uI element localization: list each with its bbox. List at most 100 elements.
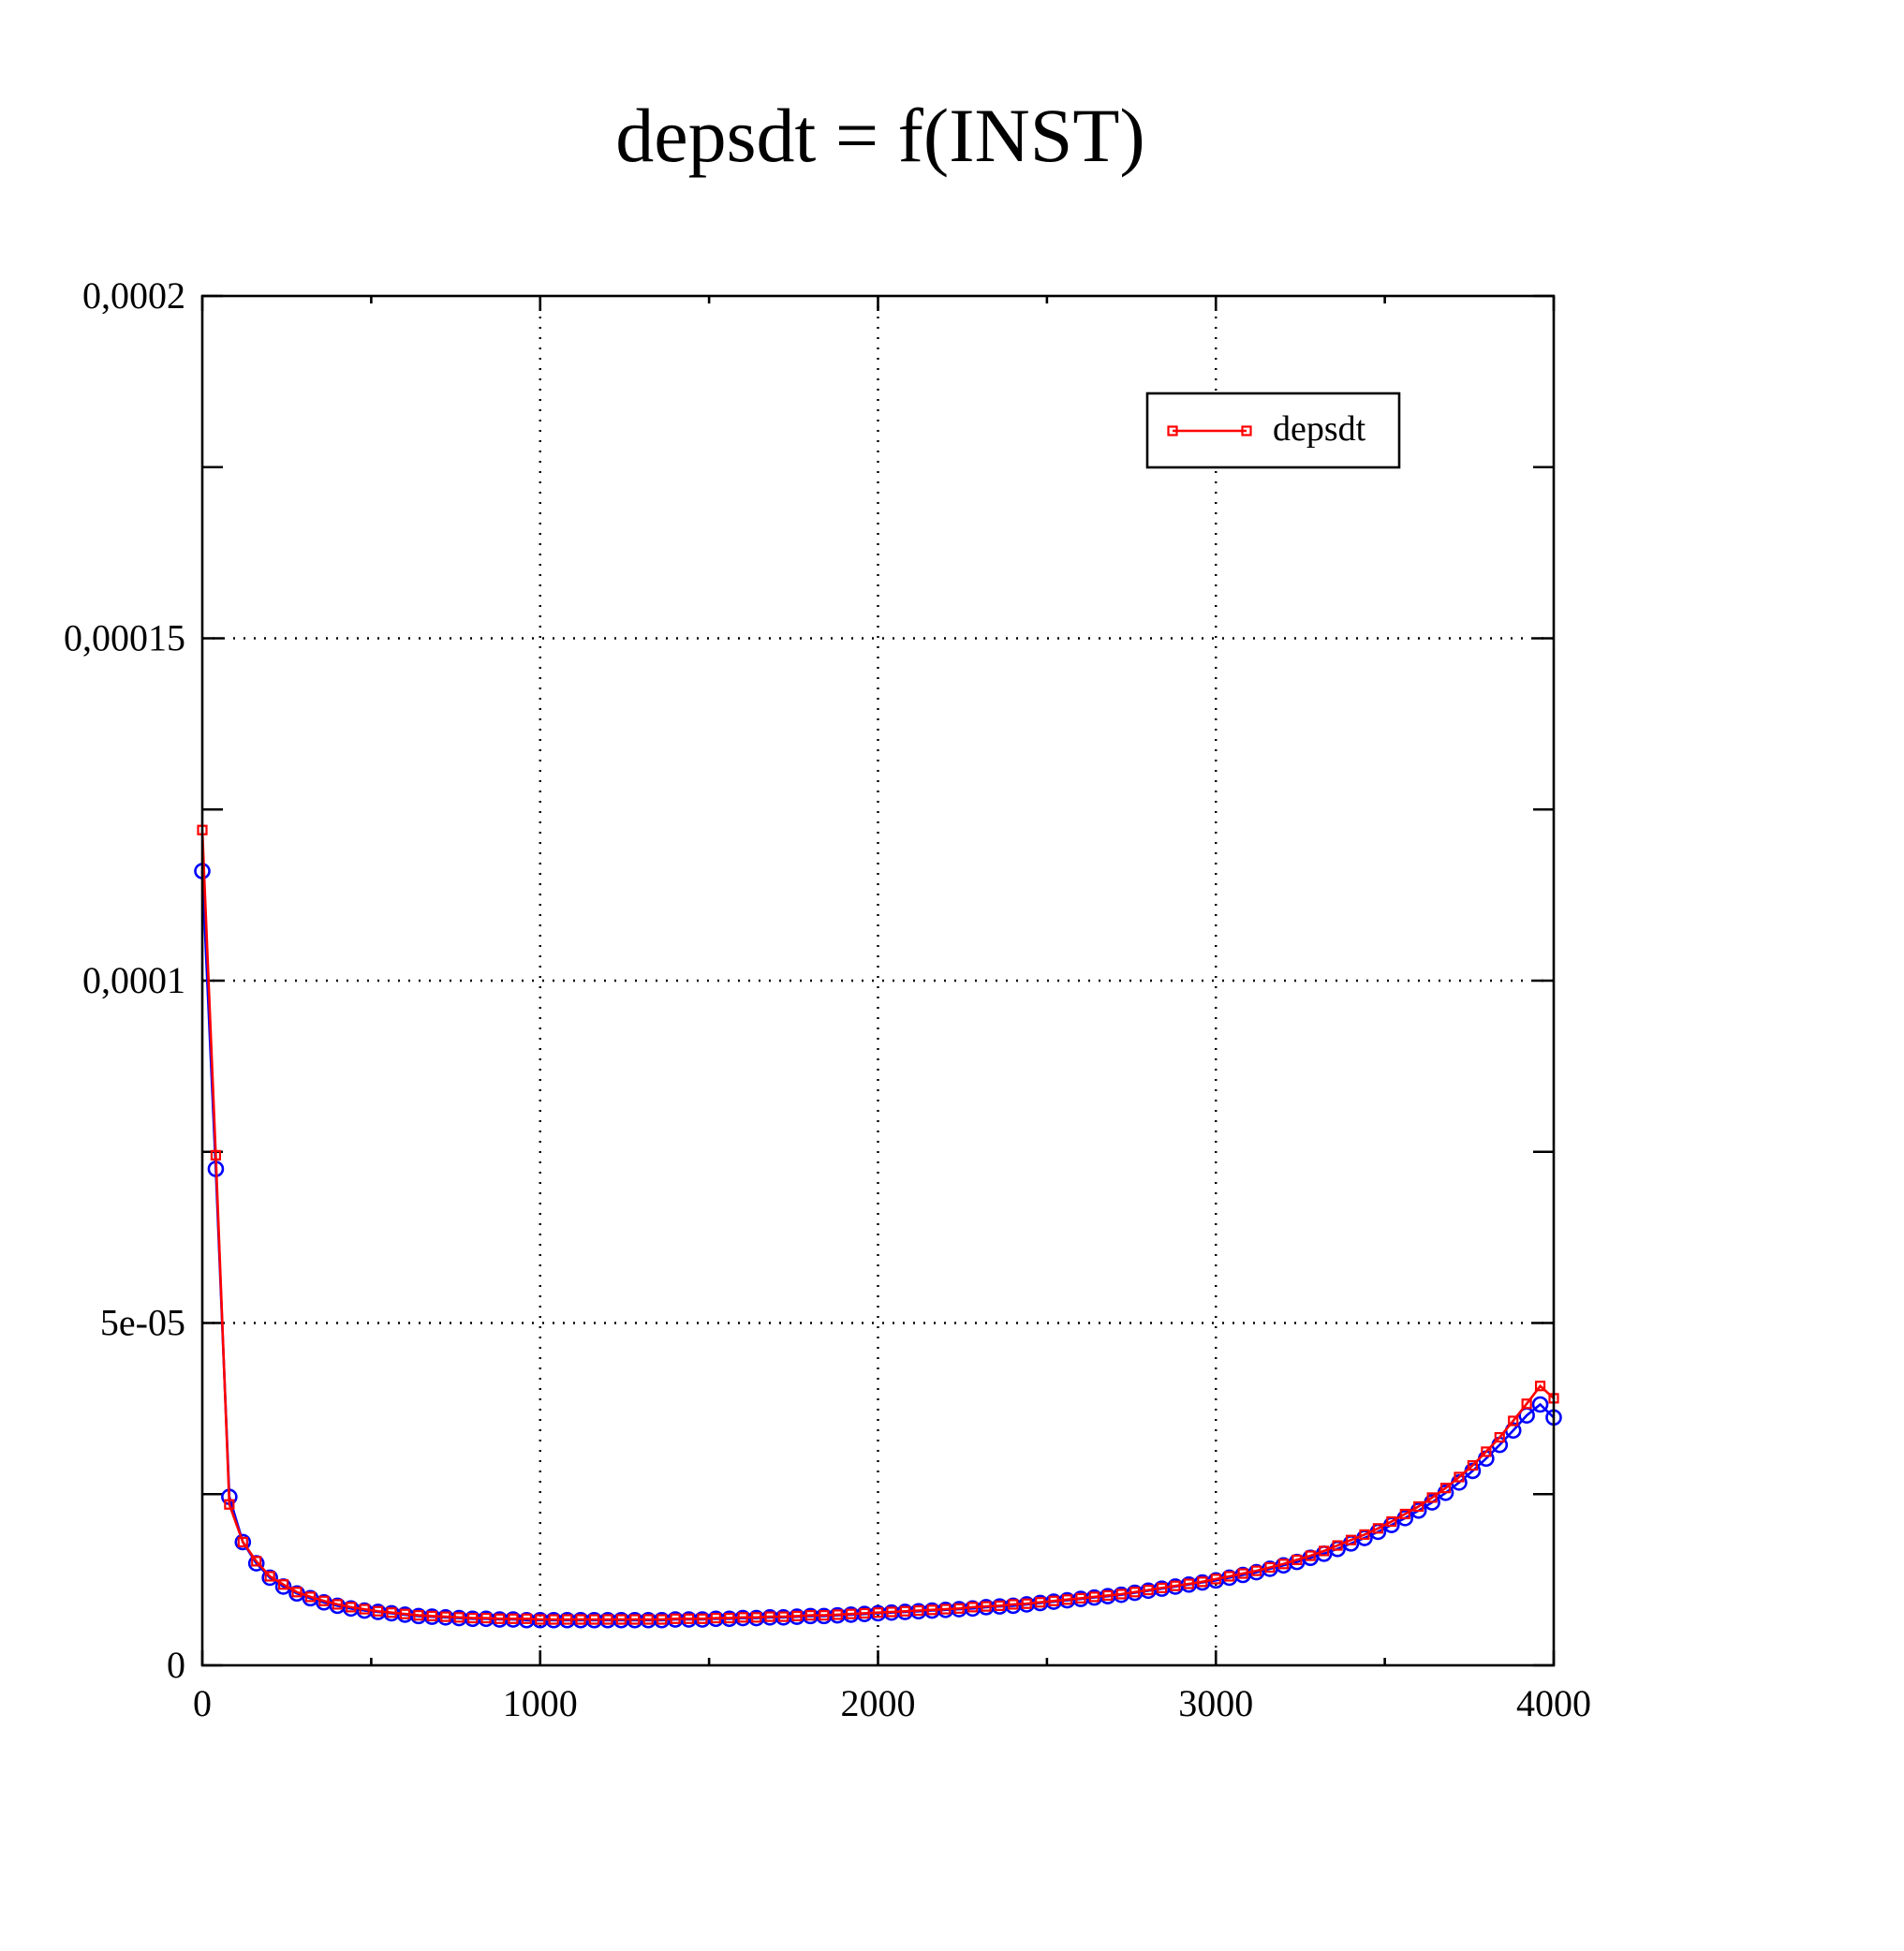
data-point	[251, 1556, 262, 1567]
data-point	[1156, 1582, 1168, 1593]
data-point	[1521, 1398, 1532, 1410]
data-point	[751, 1612, 762, 1623]
x-tick-label: 0	[193, 1682, 212, 1724]
data-point	[318, 1595, 330, 1606]
data-point	[304, 1591, 317, 1603]
data-point	[1250, 1565, 1262, 1576]
data-point	[575, 1614, 586, 1625]
series-layer	[194, 824, 1562, 1629]
series-depsdt	[197, 824, 1559, 1625]
grid-layer	[202, 296, 1554, 1665]
data-point	[1305, 1550, 1316, 1561]
data-point	[1345, 1534, 1357, 1545]
data-point	[535, 1614, 546, 1625]
data-point	[670, 1613, 681, 1624]
data-point	[1413, 1500, 1424, 1513]
data-point	[994, 1600, 1005, 1612]
data-point	[764, 1611, 775, 1622]
data-point	[846, 1608, 857, 1619]
data-point	[724, 1612, 735, 1624]
data-point	[1454, 1471, 1465, 1483]
data-point	[1481, 1446, 1492, 1457]
data-point	[588, 1614, 600, 1625]
data-point	[1531, 1396, 1549, 1413]
data-point	[494, 1613, 506, 1624]
data-point	[1102, 1589, 1114, 1602]
data-point	[1143, 1584, 1154, 1596]
data-point	[224, 1499, 235, 1510]
data-point	[562, 1614, 573, 1625]
data-point	[859, 1607, 870, 1619]
data-point	[1291, 1554, 1303, 1566]
data-point	[346, 1602, 357, 1613]
data-point	[777, 1611, 790, 1622]
data-point	[1277, 1559, 1290, 1570]
data-point	[1115, 1589, 1127, 1600]
data-point	[967, 1602, 979, 1613]
data-point	[657, 1614, 668, 1625]
data-point	[1224, 1571, 1235, 1582]
data-point	[1319, 1545, 1330, 1557]
data-point	[1197, 1576, 1208, 1588]
y-tick-label: 5e-05	[100, 1302, 185, 1344]
data-point	[791, 1610, 803, 1621]
data-point	[1467, 1459, 1479, 1471]
data-point	[1170, 1580, 1181, 1591]
data-point	[508, 1613, 519, 1624]
data-point	[1048, 1595, 1059, 1606]
data-point	[683, 1613, 695, 1624]
data-point	[1534, 1381, 1546, 1392]
data-point	[1332, 1540, 1343, 1551]
data-point	[386, 1607, 397, 1618]
x-tick-label: 2000	[841, 1682, 916, 1724]
data-point	[548, 1614, 559, 1625]
data-point	[602, 1614, 613, 1625]
data-point	[480, 1612, 492, 1624]
data-point	[399, 1608, 411, 1619]
data-point	[1088, 1591, 1100, 1603]
data-point	[899, 1605, 910, 1617]
data-point	[642, 1614, 654, 1625]
data-point	[1035, 1597, 1046, 1608]
data-point	[234, 1533, 252, 1551]
chart-title: depsdt = f(INST)	[615, 93, 1144, 178]
data-point	[467, 1612, 479, 1624]
data-point	[1061, 1594, 1073, 1605]
x-tick-label: 4000	[1516, 1682, 1591, 1724]
data-point	[872, 1607, 884, 1618]
data-point	[1183, 1578, 1194, 1589]
legend-marker-depsdt	[1167, 425, 1252, 436]
data-point	[426, 1610, 437, 1621]
y-tick-label: 0,0001	[82, 959, 185, 1001]
data-point	[1426, 1492, 1438, 1503]
data-point	[1021, 1598, 1032, 1609]
tick-layer	[200, 294, 1556, 1667]
x-tick-label: 3000	[1178, 1682, 1253, 1724]
data-point	[261, 1569, 278, 1587]
data-point	[372, 1605, 384, 1617]
data-point	[615, 1614, 627, 1625]
data-point	[1372, 1523, 1384, 1534]
data-point	[940, 1604, 952, 1615]
data-point	[237, 1536, 248, 1548]
y-tick-label: 0	[167, 1644, 185, 1686]
data-point	[210, 1149, 222, 1161]
data-point	[359, 1604, 370, 1615]
legend-marker	[1241, 425, 1252, 436]
data-point	[440, 1611, 451, 1622]
data-point	[453, 1612, 465, 1623]
y-tick-label: 0,00015	[64, 617, 185, 659]
data-point	[886, 1606, 897, 1618]
data-point	[1494, 1431, 1505, 1443]
data-point	[291, 1587, 303, 1598]
legend: depsdt	[1145, 392, 1401, 469]
data-point	[1210, 1574, 1221, 1585]
legend-marker	[1167, 425, 1178, 436]
data-point	[1264, 1561, 1276, 1574]
data-point	[981, 1601, 992, 1612]
data-point	[737, 1612, 748, 1623]
data-point	[697, 1613, 708, 1624]
legend-label-depsdt: depsdt	[1273, 409, 1366, 449]
tick-label-layer: 0 1000 2000 3000 4000 0 5e-05 0,0001 0,00015 0,00…	[64, 274, 1591, 1724]
